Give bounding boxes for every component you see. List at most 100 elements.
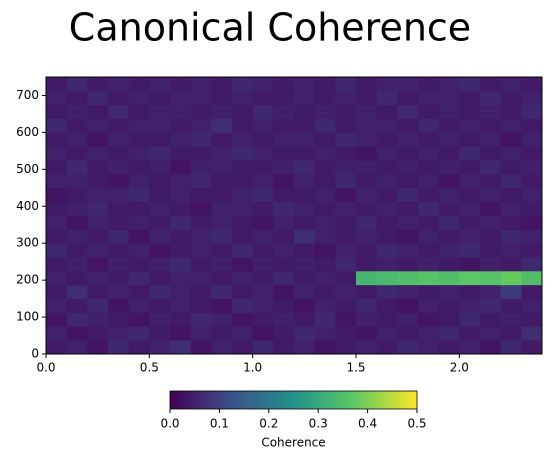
heatmap-cell bbox=[128, 229, 150, 244]
heatmap-cell bbox=[190, 298, 212, 313]
heatmap-cell bbox=[273, 132, 295, 147]
heatmap-cell bbox=[418, 326, 440, 341]
heatmap-cell bbox=[356, 326, 378, 341]
heatmap-cell bbox=[273, 326, 295, 341]
heatmap-cell bbox=[335, 132, 357, 147]
heatmap-cell bbox=[356, 229, 378, 244]
heatmap-cell bbox=[252, 90, 274, 106]
heatmap-cell bbox=[46, 243, 68, 258]
heatmap-cell bbox=[128, 201, 150, 216]
heatmap-cell bbox=[87, 284, 109, 299]
heatmap-cell bbox=[335, 215, 357, 230]
heatmap-cell bbox=[521, 201, 543, 216]
heatmap-cell bbox=[418, 201, 440, 216]
heatmap-cell bbox=[273, 118, 295, 133]
heatmap-cell bbox=[108, 132, 130, 147]
heatmap-cell bbox=[211, 215, 233, 230]
heatmap-cell bbox=[480, 146, 502, 161]
heatmap-cell bbox=[252, 326, 274, 341]
heatmap-cell bbox=[356, 298, 378, 313]
heatmap-cell bbox=[500, 173, 522, 189]
heatmap-cell bbox=[170, 270, 192, 286]
heatmap-cell bbox=[356, 90, 378, 106]
heatmap-cell bbox=[294, 132, 316, 147]
heatmap-cell bbox=[232, 215, 254, 230]
heatmap-cell bbox=[500, 215, 522, 230]
heatmap-cell bbox=[232, 270, 254, 286]
heatmap-cell bbox=[314, 104, 336, 119]
heatmap-cell bbox=[128, 284, 150, 299]
heatmap-cell bbox=[335, 229, 357, 244]
heatmap-cell bbox=[294, 257, 316, 272]
heatmap-cell bbox=[335, 160, 357, 175]
heatmap-cell bbox=[314, 215, 336, 230]
heatmap-cell bbox=[232, 340, 254, 355]
heatmap-cell bbox=[66, 270, 88, 286]
heatmap-cell bbox=[438, 90, 460, 106]
colorbar-tick-label: 0.0 bbox=[160, 417, 179, 431]
heatmap-cell bbox=[356, 284, 378, 299]
heatmap-cell bbox=[149, 257, 171, 272]
heatmap-cell bbox=[232, 146, 254, 161]
heatmap-cell bbox=[500, 146, 522, 161]
heatmap-cell bbox=[273, 104, 295, 119]
heatmap-cell bbox=[170, 243, 192, 258]
heatmap-cell bbox=[66, 118, 88, 133]
heatmap-cell bbox=[335, 340, 357, 355]
heatmap-cell bbox=[438, 173, 460, 189]
heatmap-cell bbox=[335, 298, 357, 313]
heatmap-cell bbox=[480, 243, 502, 258]
heatmap-cell bbox=[459, 270, 481, 286]
heatmap-cell bbox=[500, 284, 522, 299]
heatmap-cell bbox=[294, 270, 316, 286]
heatmap-cell bbox=[438, 284, 460, 299]
heatmap-cell bbox=[211, 298, 233, 313]
chart-title: Canonical Coherence bbox=[69, 6, 471, 50]
heatmap-cell bbox=[87, 187, 109, 203]
heatmap-cell bbox=[66, 90, 88, 106]
heatmap-cell bbox=[459, 104, 481, 119]
heatmap-cell bbox=[66, 312, 88, 327]
heatmap-cell bbox=[46, 326, 68, 341]
heatmap-cell bbox=[335, 90, 357, 106]
heatmap-cell bbox=[459, 132, 481, 147]
heatmap-cell bbox=[376, 173, 398, 189]
heatmap-cell bbox=[438, 270, 460, 286]
heatmap-cell bbox=[149, 284, 171, 299]
heatmap-cell bbox=[500, 326, 522, 341]
heatmap-cell bbox=[232, 90, 254, 106]
heatmap-cell bbox=[356, 340, 378, 355]
heatmap-cell bbox=[87, 118, 109, 133]
heatmap-cell bbox=[170, 215, 192, 230]
heatmap-cell bbox=[252, 160, 274, 175]
heatmap-cell bbox=[108, 215, 130, 230]
colorbar-tick-label: 0.2 bbox=[259, 417, 278, 431]
heatmap-cell bbox=[149, 312, 171, 327]
heatmap-cell bbox=[252, 146, 274, 161]
heatmap-cell bbox=[314, 243, 336, 258]
heatmap-cell bbox=[190, 160, 212, 175]
heatmap-cell bbox=[397, 340, 419, 355]
x-tick-label: 2.0 bbox=[450, 361, 469, 375]
heatmap-cell bbox=[87, 104, 109, 119]
heatmap-cell bbox=[480, 270, 502, 286]
heatmap-cell bbox=[108, 326, 130, 341]
heatmap-cell bbox=[294, 284, 316, 299]
heatmap-cell bbox=[480, 90, 502, 106]
heatmap-cell bbox=[149, 229, 171, 244]
heatmap-cell bbox=[232, 257, 254, 272]
heatmap-cell bbox=[521, 77, 543, 92]
heatmap-cell bbox=[252, 257, 274, 272]
heatmap-cell bbox=[335, 77, 357, 92]
heatmap-cell bbox=[314, 160, 336, 175]
heatmap-cell bbox=[108, 173, 130, 189]
heatmap-cell bbox=[438, 229, 460, 244]
heatmap-cell bbox=[170, 104, 192, 119]
colorbar bbox=[169, 390, 418, 410]
heatmap-cell bbox=[480, 132, 502, 147]
heatmap-cell bbox=[480, 187, 502, 203]
heatmap-cell bbox=[170, 118, 192, 133]
heatmap-cell bbox=[356, 201, 378, 216]
heatmap-cell bbox=[397, 132, 419, 147]
heatmap-cell bbox=[500, 340, 522, 355]
